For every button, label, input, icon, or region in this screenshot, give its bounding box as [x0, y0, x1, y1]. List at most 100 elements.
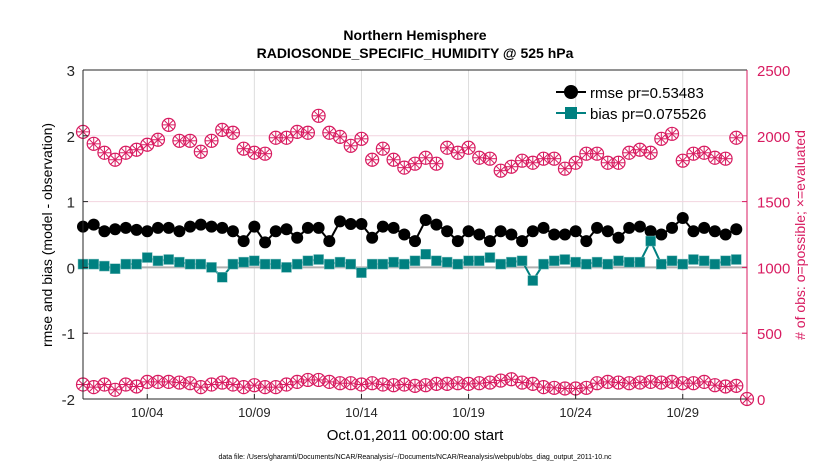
obs-count-point	[343, 138, 358, 153]
bias-point	[495, 258, 506, 270]
obs-evaluated-star	[335, 131, 345, 142]
legend-label: rmse pr=0.53483	[590, 85, 704, 102]
obs-evaluated-star	[410, 380, 420, 391]
obs-count-point	[675, 153, 690, 168]
obs-count-point	[118, 145, 133, 160]
rmse-point	[612, 231, 625, 244]
bias-point	[581, 258, 592, 270]
obs-evaluated-star	[356, 133, 367, 144]
rmse-point	[409, 235, 421, 248]
obs-evaluated-star	[570, 383, 581, 394]
rmse-point	[269, 225, 282, 238]
y-left-tick-label: 2	[67, 129, 75, 146]
obs-evaluated-star	[699, 147, 710, 158]
obs-evaluated-star	[163, 119, 174, 130]
obs-evaluated-star	[506, 374, 517, 385]
legend-rmse-marker	[564, 85, 578, 99]
obs-evaluated-star	[377, 143, 388, 154]
obs-evaluated-star	[131, 144, 142, 155]
rmse-point	[451, 235, 464, 248]
rmse-point	[462, 225, 475, 238]
obs-evaluated-star	[731, 380, 742, 391]
obs-evaluated-star	[292, 376, 303, 387]
obs-evaluated-star	[634, 144, 645, 155]
x-tick-label: 10/24	[559, 405, 592, 420]
obs-evaluated-star	[677, 378, 688, 389]
bias-point	[527, 275, 539, 286]
rmse-point	[558, 228, 571, 241]
obs-count-point	[589, 376, 605, 391]
obs-evaluated-star	[335, 378, 345, 389]
obs-evaluated-star	[206, 135, 217, 146]
bias-point	[431, 255, 442, 267]
obs-evaluated-star	[227, 379, 238, 390]
bias-point	[688, 254, 699, 265]
obs-evaluated-star	[645, 376, 656, 387]
rmse-point	[730, 223, 743, 236]
obs-count-point	[225, 125, 241, 140]
obs-evaluated-star	[388, 380, 399, 391]
obs-evaluated-star	[474, 152, 485, 163]
x-tick-label: 10/19	[452, 405, 485, 420]
rmse-point	[516, 235, 529, 248]
obs-evaluated-star	[238, 143, 249, 154]
rmse-point	[698, 221, 711, 234]
obs-evaluated-star	[634, 377, 645, 388]
bias-point	[656, 258, 667, 270]
obs-evaluated-star	[624, 378, 635, 389]
obs-evaluated-star	[324, 127, 335, 138]
bias-point	[163, 254, 174, 265]
obs-evaluated-star	[110, 154, 121, 165]
axes: 10/04 10/09 10/14 10/19 10/24 10/29 -2 -1 0 1 2 3 0 5…	[62, 63, 791, 420]
obs-count-point	[579, 380, 594, 395]
obs-count-point	[407, 156, 423, 171]
bias-point	[356, 267, 367, 278]
obs-count-point	[290, 374, 305, 389]
obs-count-point	[525, 376, 540, 391]
obs-count-point	[729, 130, 744, 145]
rmse-point	[708, 225, 721, 238]
x-tick-label: 10/29	[666, 405, 699, 420]
y-left-tick-label: 0	[67, 260, 75, 277]
obs-count-point	[204, 377, 219, 392]
obs-evaluated-star	[720, 381, 731, 392]
obs-count-point	[97, 377, 112, 392]
obs-count-point	[440, 140, 455, 155]
bias-point	[516, 255, 528, 267]
obs-evaluated-star	[367, 154, 378, 165]
bias-point	[474, 255, 485, 267]
obs-count-point	[386, 378, 401, 393]
bias-point	[345, 258, 356, 270]
obs-evaluated-star	[624, 147, 635, 158]
obs-evaluated-star	[99, 147, 110, 158]
obs-count-point	[268, 130, 283, 145]
obs-evaluated-star	[281, 132, 292, 143]
obs-evaluated-star	[645, 147, 656, 158]
obs-count-point	[257, 146, 273, 161]
obs-evaluated-star	[142, 376, 153, 387]
obs-evaluated-star	[206, 379, 217, 390]
rmse-point	[334, 215, 347, 228]
bias-point	[120, 258, 132, 270]
rmse-point	[483, 235, 496, 248]
obs-evaluated-star	[217, 377, 228, 388]
obs-count-point	[600, 155, 615, 170]
y-left-tick-label: 3	[67, 63, 75, 80]
obs-evaluated-star	[399, 379, 410, 390]
x-tick-label: 10/14	[345, 405, 378, 420]
obs-count-point	[257, 380, 273, 395]
legend-bias-marker	[565, 107, 577, 119]
bias-point	[142, 252, 153, 263]
obs-evaluated-star	[559, 383, 570, 394]
bias-point	[324, 258, 335, 270]
y-right-tick-label: 1500	[757, 195, 790, 212]
rmse-point	[344, 217, 357, 230]
obs-evaluated-star	[249, 380, 260, 391]
obs-count-point	[504, 372, 519, 387]
obs-count-point	[643, 374, 658, 389]
legend: rmse pr=0.53483 bias pr=0.075526	[556, 85, 706, 123]
rmse-point	[398, 228, 411, 241]
obs-evaluated-star	[559, 163, 570, 174]
obs-count-point	[718, 151, 733, 166]
rmse-point	[98, 225, 111, 238]
